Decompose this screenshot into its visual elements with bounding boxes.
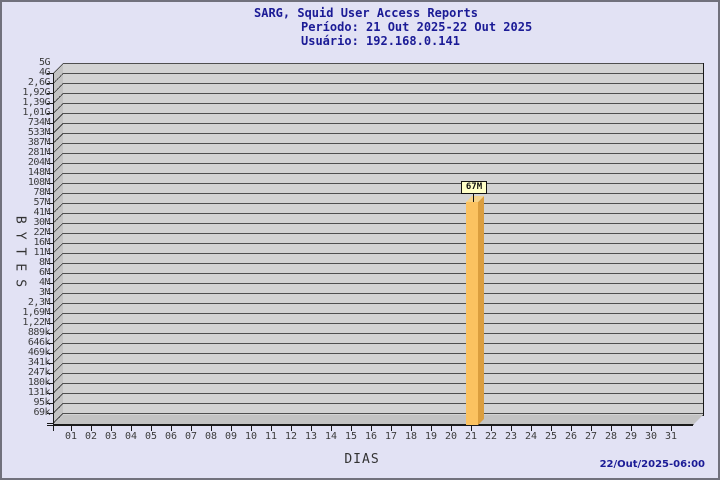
y-tick-label: 4M: [38, 277, 51, 288]
x-tick-label: 19: [424, 431, 438, 442]
y-tick-label: 533M: [27, 127, 51, 138]
x-tick-label: 13: [304, 431, 318, 442]
x-tick-label: 12: [284, 431, 298, 442]
data-bar: [466, 202, 478, 425]
x-axis-line: [47, 425, 693, 426]
x-tick-label: 29: [624, 431, 638, 442]
x-tick-label: 10: [244, 431, 258, 442]
y-tick-label: 1,69M: [22, 307, 50, 318]
y-tick-label: 69k: [33, 407, 50, 418]
y-tick-label: 1,39G: [22, 97, 50, 108]
x-tick-label: 21: [464, 431, 478, 442]
x-tick-label: 03: [104, 431, 118, 442]
y-tick-label: 4G: [38, 67, 51, 78]
x-tick-label: 14: [324, 431, 338, 442]
x-tick-label: 04: [124, 431, 138, 442]
y-tick-label: 3M: [38, 287, 51, 298]
x-tick-label: 11: [264, 431, 278, 442]
y-tick-label: 22M: [33, 227, 50, 238]
data-bar-side: [478, 196, 484, 425]
y-tick-label: 247k: [27, 367, 51, 378]
y-tick-label: 889k: [27, 327, 51, 338]
x-axis-ticks: [71, 426, 672, 431]
timestamp: 22/Out/2025-06:00: [599, 459, 705, 470]
y-tick-label: 180k: [27, 377, 51, 388]
x-tick-label: 22: [484, 431, 498, 442]
plot-back-wall: [63, 63, 704, 416]
y-tick-label: 281M: [27, 147, 51, 158]
y-tick-label: 108M: [27, 177, 51, 188]
y-tick-label: 2,6G: [27, 77, 51, 88]
x-tick-label: 06: [164, 431, 178, 442]
x-tick-label: 25: [544, 431, 558, 442]
chart-title: SARG, Squid User Access Reports: [254, 6, 478, 20]
x-tick-label: 08: [204, 431, 218, 442]
x-tick-label: 16: [364, 431, 378, 442]
x-tick-label: 05: [144, 431, 158, 442]
y-tick-label: 2,3M: [27, 297, 51, 308]
y-tick-label: 1,92G: [22, 87, 50, 98]
x-tick-label: 18: [404, 431, 418, 442]
x-tick-label: 27: [584, 431, 598, 442]
y-tick-label: 8M: [38, 257, 51, 268]
x-tick-label: 23: [504, 431, 518, 442]
y-tick-label: 1,01G: [22, 107, 50, 118]
y-axis-line: [53, 73, 54, 431]
x-tick-label: 31: [664, 431, 678, 442]
y-axis-labels: 5G 4G 2,6G 1,92G 1,39G 1,01G 734M 533M 387M 281M 2…: [8, 58, 50, 418]
y-tick-label: 95k: [33, 397, 50, 408]
bar-value-label: 67M: [461, 181, 487, 194]
y-tick-label: 41M: [33, 207, 50, 218]
y-tick-label: 1,22M: [22, 317, 50, 328]
x-tick-label: 28: [604, 431, 618, 442]
y-tick-label: 148M: [27, 167, 51, 178]
x-tick-label: 07: [184, 431, 198, 442]
y-tick-label: 734M: [27, 117, 51, 128]
chart-period: Período: 21 Out 2025-22 Out 2025: [301, 20, 533, 34]
x-tick-label: 24: [524, 431, 538, 442]
x-tick-label: 17: [384, 431, 398, 442]
x-tick-label: 15: [344, 431, 358, 442]
chart-user: Usuário: 192.168.0.141: [301, 34, 460, 48]
x-tick-label: 09: [224, 431, 238, 442]
y-tick-label: 78M: [33, 187, 50, 198]
y-tick-label: 6M: [38, 267, 51, 278]
y-tick-label: 11M: [33, 247, 50, 258]
x-tick-label: 20: [444, 431, 458, 442]
x-tick-label: 02: [84, 431, 98, 442]
y-tick-label: 57M: [33, 197, 50, 208]
y-axis-title: BYTES: [12, 215, 28, 296]
y-tick-label: 469k: [27, 347, 51, 358]
x-tick-label: 26: [564, 431, 578, 442]
bar-value-connector: [473, 193, 474, 202]
y-tick-label: 16M: [33, 237, 50, 248]
y-axis-ticks: [47, 73, 53, 424]
x-axis-title: DIAS: [344, 452, 380, 467]
x-tick-label: 30: [644, 431, 658, 442]
y-tick-label: 646k: [27, 337, 51, 348]
y-tick-label: 5G: [38, 57, 51, 68]
y-tick-label: 131k: [27, 387, 51, 398]
plot-floor: [53, 415, 703, 425]
y-tick-label: 204M: [27, 157, 51, 168]
y-tick-label: 387M: [27, 137, 51, 148]
y-tick-label: 341k: [27, 357, 51, 368]
x-axis-labels: 01 02 03 04 05 06 07 08 09 10 11 12 13 14 15 16 17 18 19 20…: [61, 431, 681, 443]
plot-left-wall: [53, 63, 63, 425]
x-tick-label: 01: [64, 431, 78, 442]
y-tick-label: 30M: [33, 217, 50, 228]
